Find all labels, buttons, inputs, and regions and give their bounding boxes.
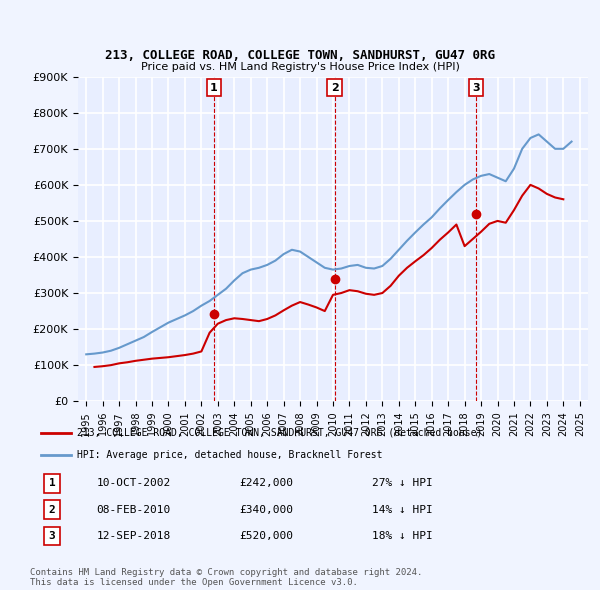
Text: Price paid vs. HM Land Registry's House Price Index (HPI): Price paid vs. HM Land Registry's House … — [140, 62, 460, 72]
Text: 18% ↓ HPI: 18% ↓ HPI — [372, 531, 433, 541]
Text: 1: 1 — [210, 83, 218, 93]
Text: 2: 2 — [331, 83, 338, 93]
Text: 213, COLLEGE ROAD, COLLEGE TOWN, SANDHURST, GU47 0RG: 213, COLLEGE ROAD, COLLEGE TOWN, SANDHUR… — [105, 49, 495, 62]
Text: 2: 2 — [49, 504, 55, 514]
Text: £520,000: £520,000 — [240, 531, 294, 541]
Text: 08-FEB-2010: 08-FEB-2010 — [96, 504, 170, 514]
Text: 10-OCT-2002: 10-OCT-2002 — [96, 478, 170, 489]
Text: 3: 3 — [49, 531, 55, 541]
Text: Contains HM Land Registry data © Crown copyright and database right 2024.
This d: Contains HM Land Registry data © Crown c… — [30, 568, 422, 587]
Text: 1: 1 — [49, 478, 55, 489]
Text: 14% ↓ HPI: 14% ↓ HPI — [372, 504, 433, 514]
Text: £340,000: £340,000 — [240, 504, 294, 514]
Text: HPI: Average price, detached house, Bracknell Forest: HPI: Average price, detached house, Brac… — [77, 450, 382, 460]
Text: 213, COLLEGE ROAD, COLLEGE TOWN, SANDHURST, GU47 0RG (detached house): 213, COLLEGE ROAD, COLLEGE TOWN, SANDHUR… — [77, 428, 482, 438]
Text: £242,000: £242,000 — [240, 478, 294, 489]
Text: 3: 3 — [472, 83, 480, 93]
Text: 27% ↓ HPI: 27% ↓ HPI — [372, 478, 433, 489]
Text: 12-SEP-2018: 12-SEP-2018 — [96, 531, 170, 541]
